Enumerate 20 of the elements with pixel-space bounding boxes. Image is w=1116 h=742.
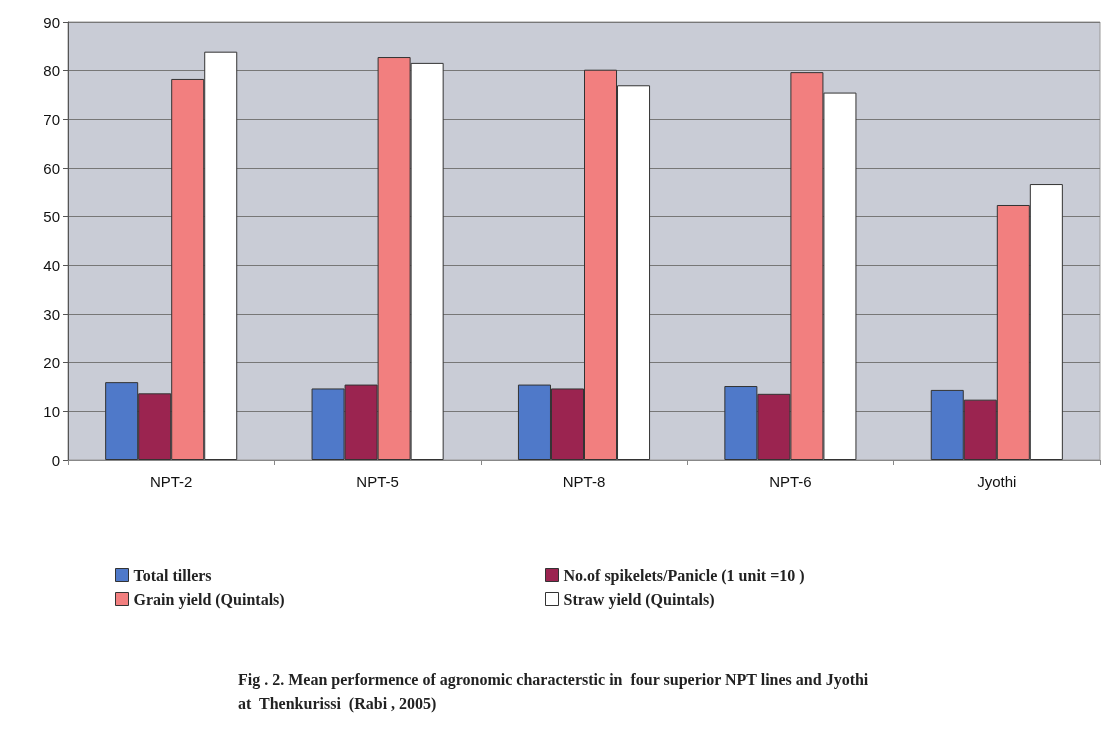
y-tick-label: 40 [43, 256, 60, 274]
legend-label: Total tillers [133, 566, 212, 584]
x-tick-label: NPT-5 [356, 473, 399, 490]
legend-label: No.of spikelets/Panicle (1 unit =10 ) [563, 566, 805, 585]
text: Fig . 2. Mean performence of agronomic characterstic in four superior NPT lines and Jyothi at Thenkurissi (Rabi , 2005) [238, 670, 873, 713]
legend-label: Grain yield (Quintals) [133, 590, 285, 609]
y-tick-label: 90 [43, 13, 60, 31]
x-tick-label: NPT-8 [562, 473, 606, 490]
y-tick-label: 0 [51, 451, 60, 469]
x-tick-label: NPT-6 [769, 473, 812, 490]
y-tick-label: 80 [43, 62, 60, 80]
y-tick-label: 10 [43, 402, 60, 420]
x-tick-label: NPT-2 [149, 473, 193, 490]
y-tick-label: 50 [43, 208, 60, 226]
y-tick-label: 60 [43, 159, 60, 177]
y-tick-label: 30 [43, 305, 60, 323]
y-tick-label: 70 [43, 110, 60, 128]
y-tick-label: 20 [43, 354, 60, 372]
x-tick-label: Jyothi [977, 473, 1017, 490]
legend-label: Straw yield (Quintals) [563, 590, 715, 609]
